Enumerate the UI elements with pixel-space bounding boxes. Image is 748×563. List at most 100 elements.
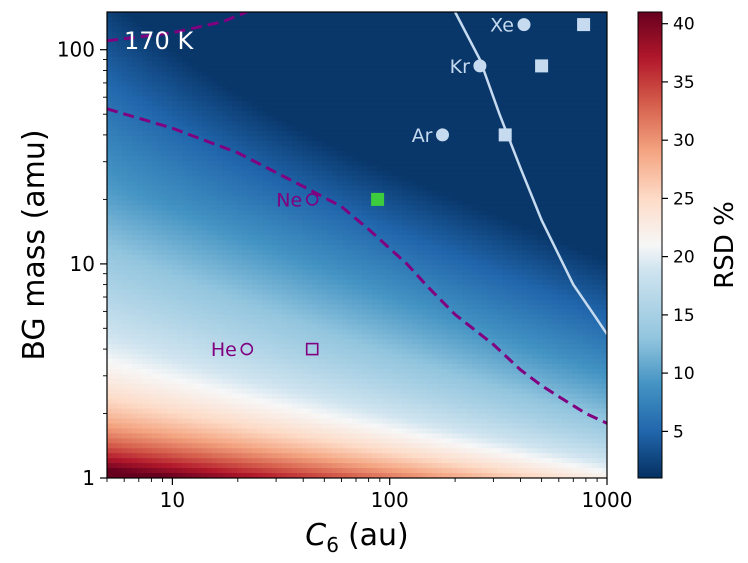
heatmap-cell: [152, 264, 158, 271]
heatmap-cell: [217, 339, 223, 345]
heatmap-cell: [232, 398, 238, 405]
heatmap-cell: [112, 309, 118, 316]
heatmap-cell: [307, 185, 313, 192]
heatmap-cell: [192, 289, 198, 296]
heatmap-cell: [227, 269, 233, 276]
heatmap-cell: [117, 473, 123, 478]
heatmap-cell: [167, 309, 173, 316]
heatmap-cell: [172, 210, 178, 216]
heatmap-cell: [242, 240, 248, 246]
heatmap-cell: [352, 101, 358, 107]
heatmap-cell: [162, 130, 168, 137]
heatmap-cell: [222, 264, 228, 271]
heatmap-cell: [167, 51, 173, 58]
heatmap-cell: [352, 66, 358, 73]
heatmap-cell: [182, 96, 188, 102]
heatmap-cell: [107, 155, 113, 162]
heatmap-cell: [372, 81, 378, 87]
heatmap-cell: [292, 200, 298, 206]
heatmap-cell: [107, 126, 113, 132]
heatmap-cell: [222, 274, 228, 281]
heatmap-cell: [297, 373, 303, 380]
heatmap-cell: [262, 359, 268, 365]
heatmap-cell: [222, 329, 228, 335]
heatmap-cell: [297, 274, 303, 281]
heatmap-cell: [237, 121, 243, 127]
heatmap-cell: [332, 16, 338, 23]
heatmap-cell: [267, 413, 273, 420]
heatmap-cell: [202, 180, 208, 187]
heatmap-cell: [362, 195, 368, 201]
heatmap-cell: [242, 418, 248, 425]
heatmap-cell: [257, 418, 263, 425]
heatmap-cell: [242, 294, 248, 301]
heatmap-cell: [317, 51, 323, 58]
heatmap-cell: [187, 373, 193, 380]
heatmap-cell: [167, 116, 173, 122]
heatmap-cell: [337, 463, 343, 469]
heatmap-cell: [252, 433, 258, 439]
heatmap-cell: [132, 200, 138, 206]
heatmap-cell: [247, 473, 253, 478]
heatmap-cell: [307, 165, 313, 172]
heatmap-cell: [287, 443, 293, 449]
heatmap-cell: [247, 408, 253, 415]
heatmap-cell: [187, 106, 193, 112]
heatmap-cell: [132, 324, 138, 330]
heatmap-cell: [112, 428, 118, 434]
heatmap-cell: [277, 150, 283, 157]
heatmap-cell: [252, 453, 258, 459]
heatmap-cell: [217, 254, 223, 261]
heatmap-cell: [162, 458, 168, 464]
heatmap-cell: [172, 150, 178, 157]
heatmap-cell: [147, 289, 153, 296]
heatmap-cell: [137, 145, 143, 152]
heatmap-cell: [212, 240, 218, 246]
heatmap-cell: [352, 443, 358, 449]
heatmap-cell: [357, 101, 363, 107]
heatmap-cell: [222, 66, 228, 73]
heatmap-cell: [117, 294, 123, 301]
heatmap-cell: [157, 359, 163, 365]
heatmap-cell: [307, 220, 313, 226]
heatmap-cell: [147, 324, 153, 330]
heatmap-cell: [137, 130, 143, 137]
heatmap-cell: [207, 41, 213, 48]
heatmap-cell: [142, 438, 148, 444]
heatmap-cell: [122, 314, 128, 320]
heatmap-cell: [322, 96, 328, 102]
heatmap-cell: [177, 81, 183, 87]
heatmap-cell: [232, 150, 238, 157]
heatmap-cell: [107, 393, 113, 400]
heatmap-cell: [247, 101, 253, 107]
heatmap-cell: [232, 349, 238, 355]
heatmap-cell: [237, 195, 243, 201]
heatmap-cell: [157, 259, 163, 266]
heatmap-cell: [187, 473, 193, 478]
heatmap-cell: [157, 339, 163, 345]
heatmap-cell: [197, 413, 203, 420]
heatmap-cell: [267, 26, 273, 33]
heatmap-cell: [182, 175, 188, 182]
heatmap-cell: [267, 31, 273, 38]
heatmap-cell: [302, 428, 308, 434]
heatmap-cell: [297, 363, 303, 370]
heatmap-cell: [257, 195, 263, 201]
heatmap-cell: [342, 180, 348, 187]
heatmap-cell: [157, 274, 163, 281]
heatmap-cell: [192, 195, 198, 201]
heatmap-cell: [262, 16, 268, 23]
heatmap-cell: [347, 101, 353, 107]
heatmap-cell: [337, 145, 343, 152]
heatmap-cell: [162, 453, 168, 459]
heatmap-cell: [112, 106, 118, 112]
heatmap-cell: [217, 368, 223, 375]
heatmap-cell: [267, 448, 273, 454]
heatmap-cell: [282, 230, 288, 236]
heatmap-cell: [357, 329, 363, 335]
heatmap-cell: [142, 388, 148, 395]
heatmap-cell: [147, 393, 153, 400]
heatmap-cell: [307, 155, 313, 162]
heatmap-cell: [172, 418, 178, 425]
heatmap-cell: [237, 299, 243, 306]
